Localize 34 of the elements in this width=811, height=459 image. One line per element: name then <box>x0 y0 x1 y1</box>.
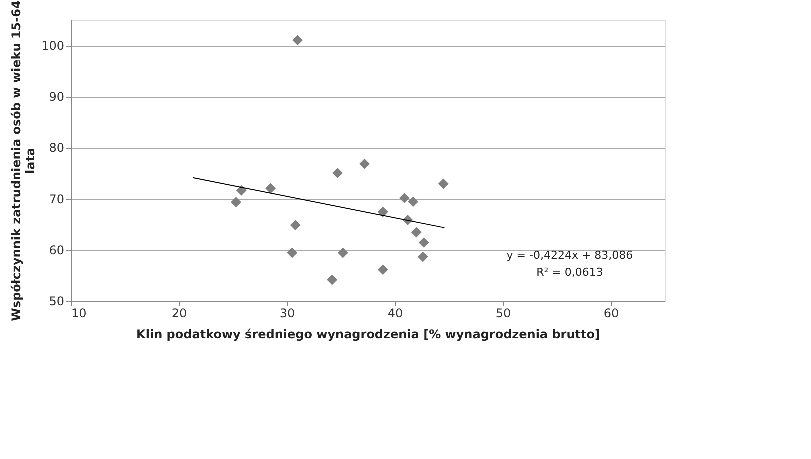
x-axis-title: Klin podatkowy średniego wynagrodzenia [% wynagrodzenia brutto] <box>136 328 600 342</box>
annotation: R² = 0,0613 <box>536 266 604 279</box>
y-tick-label: 50 <box>49 294 64 308</box>
point <box>292 35 304 46</box>
point <box>290 220 301 231</box>
y-tick-label: 100 <box>42 39 64 54</box>
x-tick-label: 40 <box>388 306 404 320</box>
point <box>408 196 419 208</box>
x-tick-label: 60 <box>604 306 620 320</box>
point <box>236 185 247 196</box>
y-axis-title: Współczynnik zatrudnienia osób w wieku 15-64 lata <box>10 0 38 322</box>
point <box>360 158 370 170</box>
point <box>378 264 388 276</box>
x-tick-label: 50 <box>496 306 512 320</box>
point <box>332 168 344 179</box>
y-tick-label: 80 <box>49 141 64 156</box>
x-tick-label: 20 <box>172 306 188 320</box>
point <box>399 193 410 204</box>
point <box>411 227 422 238</box>
y-tick-label: 90 <box>49 90 64 104</box>
point <box>378 206 388 218</box>
point <box>418 238 430 248</box>
point <box>327 274 338 286</box>
point <box>338 248 348 258</box>
y-tick-label: 60 <box>49 243 64 258</box>
point <box>266 183 276 194</box>
annotation: y = -0,4224x + 83,086 <box>506 249 634 262</box>
point <box>438 178 449 190</box>
point <box>418 252 428 262</box>
point <box>230 197 242 208</box>
x-tick-label: 10 <box>72 306 87 320</box>
y-tick-label: 70 <box>49 192 64 206</box>
point <box>287 248 298 258</box>
x-tick-label: 30 <box>280 306 296 320</box>
